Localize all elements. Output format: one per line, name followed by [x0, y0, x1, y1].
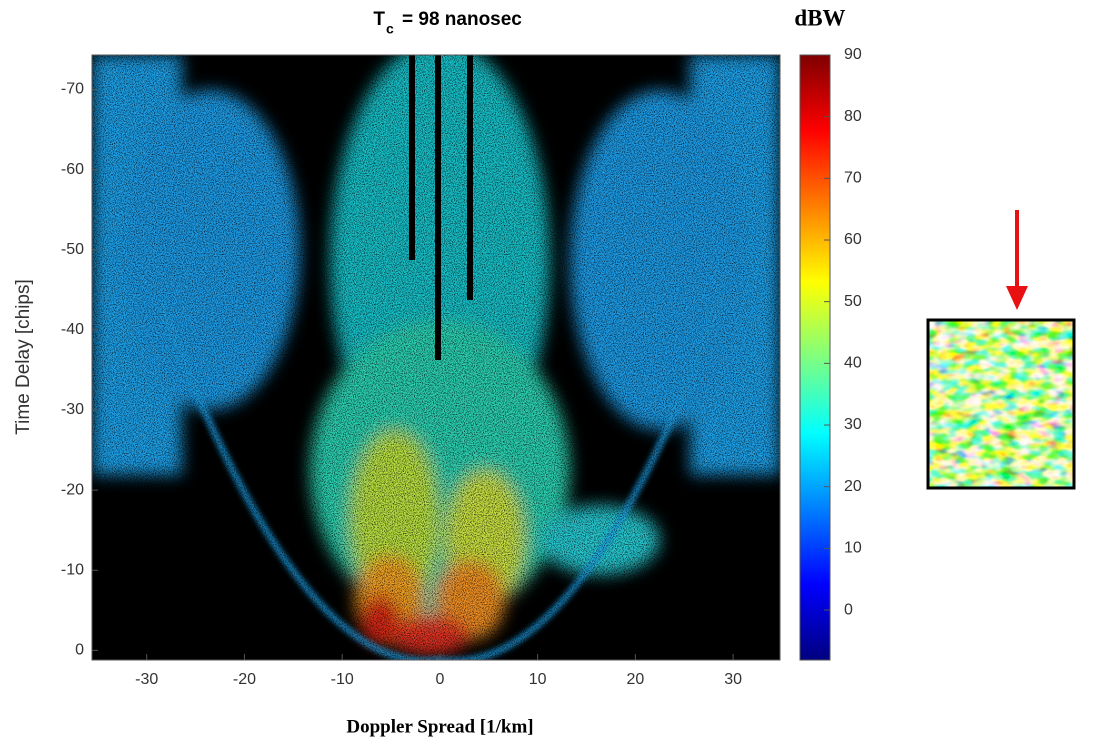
chart-title-rest: = 98 nanosec: [402, 9, 522, 30]
inset-field: [928, 320, 1074, 488]
arrow-head: [1006, 286, 1028, 310]
plot-frame: [91, 54, 781, 661]
y-axis-label: Time Delay [chips]: [13, 279, 34, 435]
colorbar-label: dBW: [794, 5, 845, 30]
y-tick-label: -50: [61, 241, 84, 258]
colorbar-tick-label: 60: [844, 231, 862, 248]
chart-title-subscript: c: [386, 21, 394, 37]
colorbar-tick-label: 30: [844, 416, 862, 433]
x-axis-label: Doppler Spread [1/km]: [346, 716, 533, 737]
inset: [926, 210, 1076, 490]
x-tick-label: -30: [135, 671, 158, 688]
y-tick-label: 0: [75, 642, 84, 659]
y-tick-label: -60: [61, 161, 84, 178]
colorbar-tick-label: 50: [844, 293, 862, 310]
x-tick-label: 30: [724, 671, 742, 688]
y-tick-label: -30: [61, 401, 84, 418]
colorbar-tick-label: 40: [844, 355, 862, 372]
x-tick-label: 0: [435, 671, 444, 688]
heatmap-field: [92, 55, 780, 660]
y-tick-label: -10: [61, 561, 84, 578]
x-tick-label: -10: [331, 671, 354, 688]
colorbar-tick-label: 20: [844, 478, 862, 495]
inset-frame: [926, 318, 1076, 490]
colorbar-tick-label: 0: [844, 601, 853, 618]
y-tick-label: -70: [61, 81, 84, 98]
colorbar: [799, 54, 831, 661]
colorbar-tick-label: 80: [844, 108, 862, 125]
chart-title: T: [373, 9, 385, 30]
colorbar-tick-label: 90: [844, 46, 862, 63]
x-tick-label: 20: [626, 671, 644, 688]
colorbar-tick-label: 10: [844, 540, 862, 557]
x-tick-label: -20: [233, 671, 256, 688]
x-tick-label: 10: [529, 671, 547, 688]
colorbar-tick-label: 70: [844, 170, 862, 187]
y-tick-label: -20: [61, 481, 84, 498]
y-tick-label: -40: [61, 321, 84, 338]
